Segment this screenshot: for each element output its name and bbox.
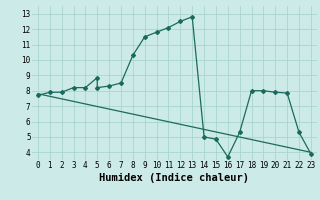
X-axis label: Humidex (Indice chaleur): Humidex (Indice chaleur) xyxy=(100,173,249,183)
